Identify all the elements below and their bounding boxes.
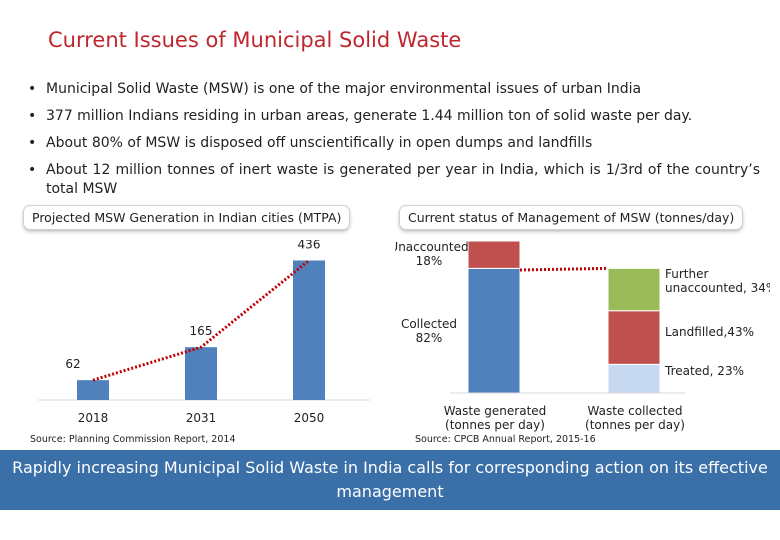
msw-management-chart: Unaccounted 18% Collected 82% Further unaccou… <box>395 240 770 432</box>
connector-line <box>519 266 609 272</box>
bullet-item: Municipal Solid Waste (MSW) is one of th… <box>28 80 760 99</box>
bar-collected-treated <box>607 363 661 394</box>
data-label-2018: 62 <box>65 357 80 371</box>
x-tick-waste-generated: Waste generated (tonnes per day) <box>444 404 547 432</box>
label-landfilled: Landfilled,43% <box>665 325 754 339</box>
x-tick-2050: 2050 <box>294 411 325 425</box>
conclusion-banner: Rapidly increasing Municipal Solid Waste… <box>0 450 780 510</box>
x-tick-waste-collected: Waste collected (tonnes per day) <box>585 404 685 432</box>
bar-2050 <box>293 260 325 400</box>
right-chart-title: Current status of Management of MSW (ton… <box>400 206 743 229</box>
left-chart-title: Projected MSW Generation in Indian citie… <box>24 206 350 229</box>
bar-collected-further-unaccounted <box>607 267 661 312</box>
right-chart-source: Source: CPCB Annual Report, 2015-16 <box>415 434 596 445</box>
projected-msw-chart: 62 2018 165 2031 436 2050 <box>38 240 370 425</box>
x-tick-2031: 2031 <box>186 411 217 425</box>
x-tick-2018: 2018 <box>78 411 109 425</box>
page-title: Current Issues of Municipal Solid Waste <box>48 28 462 52</box>
bullet-item: About 12 million tonnes of inert waste i… <box>28 161 760 199</box>
label-collected: Collected 82% <box>401 317 457 345</box>
bullet-item: About 80% of MSW is disposed off unscien… <box>28 134 760 153</box>
label-further-unaccounted: Further unaccounted, 34% <box>665 267 770 295</box>
bar-generated-collected <box>467 267 521 394</box>
label-treated: Treated, 23% <box>664 364 744 378</box>
bullet-list: Municipal Solid Waste (MSW) is one of th… <box>28 80 760 207</box>
bar-2018 <box>77 380 109 400</box>
bar-collected-landfilled <box>607 310 661 365</box>
bar-2031 <box>185 347 217 400</box>
bar-generated-unaccounted <box>467 240 521 269</box>
trend-line <box>92 259 310 382</box>
data-label-2031: 165 <box>190 324 213 338</box>
data-label-2050: 436 <box>298 240 321 251</box>
left-chart-source: Source: Planning Commission Report, 2014 <box>30 434 236 445</box>
label-unaccounted: Unaccounted 18% <box>395 240 469 268</box>
bullet-item: 377 million Indians residing in urban ar… <box>28 107 760 126</box>
